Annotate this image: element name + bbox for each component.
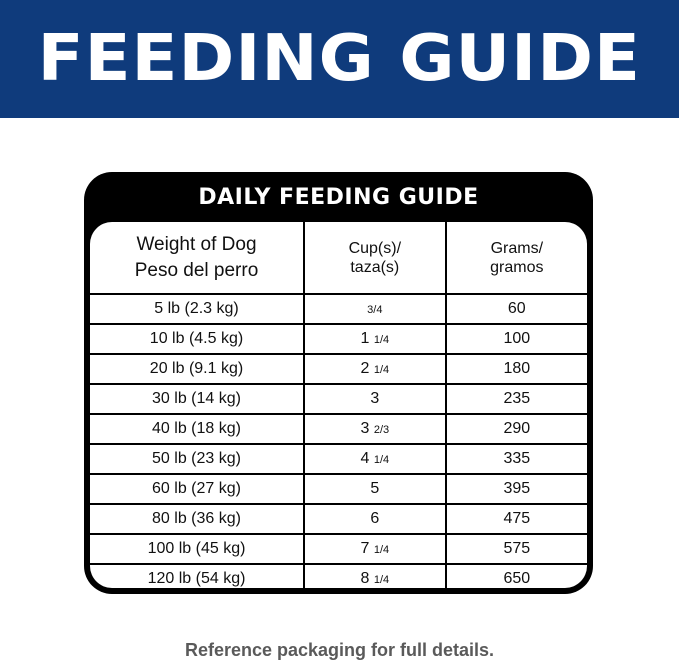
weight-cell: 60 lb (27 kg) xyxy=(90,473,305,505)
table-row: 30 lb (14 kg) 3 235 xyxy=(90,383,587,415)
weight-cell: 30 lb (14 kg) xyxy=(90,383,305,415)
table-row: 20 lb (9.1 kg) 2 1/4 180 xyxy=(90,353,587,385)
cups-cell: 5 xyxy=(303,473,447,505)
cups-cell: 7 1/4 xyxy=(303,533,447,565)
table-row: 50 lb (23 kg) 4 1/4 335 xyxy=(90,443,587,475)
header-weight-es: Peso del perro xyxy=(134,259,259,281)
cups-cell: 3 2/3 xyxy=(303,413,447,445)
header-cups-en: Cup(s)/ xyxy=(348,239,402,257)
grams-cell: 475 xyxy=(444,503,587,535)
cups-whole: 2 xyxy=(360,360,370,377)
cups-whole: 3 xyxy=(360,420,370,437)
cups-cell: 6 xyxy=(303,503,447,535)
table-row: 40 lb (18 kg) 3 2/3 290 xyxy=(90,413,587,445)
cups-cell: 2 1/4 xyxy=(303,353,447,385)
cups-cell: 4 1/4 xyxy=(303,443,447,475)
footer-note: Reference packaging for full details. xyxy=(184,640,495,660)
grams-cell: 395 xyxy=(444,473,587,505)
header-grams-en: Grams/ xyxy=(490,239,544,257)
weight-cell: 100 lb (45 kg) xyxy=(90,533,305,565)
weight-cell: 5 lb (2.3 kg) xyxy=(90,293,305,325)
weight-cell: 10 lb (4.5 kg) xyxy=(90,323,305,355)
feeding-guide-card: DAILY FEEDING GUIDE Weight of Dog Peso de… xyxy=(84,172,593,594)
weight-cell: 50 lb (23 kg) xyxy=(90,443,305,475)
weight-cell: 20 lb (9.1 kg) xyxy=(90,353,305,385)
grams-cell: 180 xyxy=(444,353,587,385)
cups-whole: 5 xyxy=(370,480,380,497)
table-row: 10 lb (4.5 kg) 1 1/4 100 xyxy=(90,323,587,355)
grams-cell: 650 xyxy=(444,563,587,588)
page-title: FEEDING GUIDE xyxy=(37,22,642,96)
cups-cell: 3 xyxy=(303,383,447,415)
weight-cell: 120 lb (54 kg) xyxy=(90,563,305,588)
cups-fraction: 3/4 xyxy=(367,304,383,316)
cups-whole: 6 xyxy=(370,510,380,527)
cups-fraction: 1/4 xyxy=(373,334,390,346)
grams-cell: 60 xyxy=(444,293,587,325)
cups-whole: 3 xyxy=(370,390,380,407)
cups-cell: 8 1/4 xyxy=(303,563,447,588)
header-cups-es: taza(s) xyxy=(350,258,400,276)
cups-cell: 1 1/4 xyxy=(303,323,447,355)
cups-fraction: 1/4 xyxy=(373,454,390,466)
table-row: 60 lb (27 kg) 5 395 xyxy=(90,473,587,505)
grams-cell: 290 xyxy=(444,413,587,445)
cups-whole: 8 xyxy=(360,570,370,587)
table-row: 80 lb (36 kg) 6 475 xyxy=(90,503,587,535)
cups-fraction: 1/4 xyxy=(373,574,390,586)
header-weight: Weight of Dog Peso del perro xyxy=(90,222,305,295)
cups-fraction: 1/4 xyxy=(373,544,390,556)
header-banner: FEEDING GUIDE xyxy=(0,0,679,118)
cups-fraction: 1/4 xyxy=(373,364,390,376)
feeding-table: Weight of Dog Peso del perro Cup(s)/taza(… xyxy=(90,222,587,588)
grams-cell: 575 xyxy=(444,533,587,565)
grams-cell: 100 xyxy=(444,323,587,355)
grams-cell: 235 xyxy=(444,383,587,415)
table-header-row: Weight of Dog Peso del perro Cup(s)/taza(… xyxy=(90,222,587,295)
table-row: 120 lb (54 kg) 8 1/4 650 xyxy=(90,563,587,588)
header-grams-es: gramos xyxy=(490,258,544,276)
cups-fraction: 2/3 xyxy=(373,424,390,436)
cups-whole: 7 xyxy=(360,540,370,557)
table-row: 5 lb (2.3 kg) 3/4 60 xyxy=(90,293,587,325)
cups-whole: 4 xyxy=(360,450,370,467)
cups-whole: 1 xyxy=(360,330,370,347)
table-row: 100 lb (45 kg) 7 1/4 575 xyxy=(90,533,587,565)
header-grams: Grams/gramos xyxy=(444,222,587,295)
grams-cell: 335 xyxy=(444,443,587,475)
weight-cell: 80 lb (36 kg) xyxy=(90,503,305,535)
weight-cell: 40 lb (18 kg) xyxy=(90,413,305,445)
header-weight-en: Weight of Dog xyxy=(136,233,257,255)
header-cups: Cup(s)/taza(s) xyxy=(303,222,447,295)
table-title: DAILY FEEDING GUIDE xyxy=(198,184,479,210)
cups-cell: 3/4 xyxy=(303,293,447,325)
